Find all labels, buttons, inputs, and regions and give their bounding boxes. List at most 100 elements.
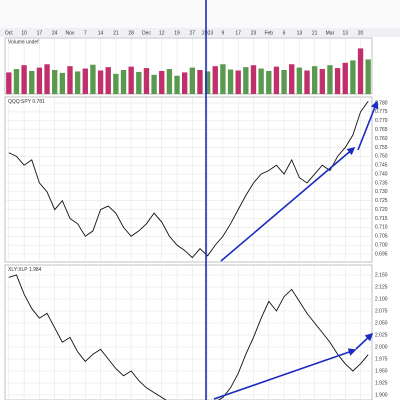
title-box [6, 266, 52, 273]
volume-bar [90, 64, 96, 94]
x-tick-label: Mar [326, 30, 335, 36]
volume-bar [136, 71, 142, 94]
x-tick-label: 19 [174, 30, 180, 36]
volume-bar [189, 67, 195, 94]
volume-bar [220, 64, 226, 94]
x-tick-label: Nov [66, 30, 75, 36]
layer: Oct 10 17 24 Nov 7 14 21 28 Dec 12 19 27 2023 9 17 23 Feb… [5, 30, 388, 400]
volume-bar [250, 65, 257, 94]
volume-bar [44, 64, 50, 94]
y-tick-label: 2.050 [375, 320, 388, 326]
volume-bar [174, 75, 180, 94]
x-tick-label: Feb [264, 30, 273, 36]
ratio-frame [4, 264, 373, 400]
panel-title: XLY:XLP 1.984 [8, 267, 42, 273]
volume-bar [52, 70, 58, 94]
x-tick-label: 12 [159, 30, 165, 36]
title-box [6, 98, 52, 105]
x-tick-label: 17 [235, 30, 241, 36]
y-tick-label: 0.700 [375, 242, 388, 248]
volume-bar [67, 66, 73, 94]
volume-bar [319, 69, 325, 94]
y-tick-label: 2.025 [375, 332, 388, 338]
volume-bar [105, 67, 111, 94]
trend-arrow [220, 146, 356, 262]
y-tick-label: 1.900 [375, 392, 388, 398]
volume-bar [350, 60, 356, 94]
x-tick-label: 9 [222, 30, 225, 36]
y-tick-label: 0.750 [375, 154, 388, 160]
volume-bar [182, 72, 188, 94]
y-tick-label: 1.975 [375, 356, 388, 362]
volume-bar [59, 72, 66, 94]
volume-bar [311, 66, 318, 94]
y-tick-label: 2.100 [375, 296, 388, 302]
volume-bar [273, 66, 280, 94]
ratio-frame [4, 96, 373, 263]
y-tick-label: 0.755 [375, 145, 388, 151]
volume-bar [266, 70, 272, 94]
volume-bar [21, 65, 27, 94]
panel-title: Volume undef [8, 39, 39, 45]
x-tick-label: 13 [297, 30, 303, 36]
trend-arrow [213, 348, 357, 400]
volume-bar [36, 67, 43, 94]
y-tick-label: 0.730 [375, 189, 388, 195]
y-tick-label: 0.705 [375, 234, 388, 240]
volume-bar [357, 48, 364, 94]
volume-bar [74, 71, 81, 94]
volume-bar [82, 68, 88, 94]
volume-bar [97, 70, 104, 94]
volume-bar [334, 68, 341, 94]
x-tick-label: 21 [312, 30, 318, 36]
volume-bar [143, 68, 150, 94]
date-axis [0, 28, 400, 37]
y-tick-label: 1.950 [375, 368, 388, 374]
volume-bar [204, 71, 211, 94]
y-tick-label: 0.745 [375, 163, 388, 169]
x-tick-label: 13 [342, 30, 348, 36]
x-tick-label: 6 [283, 30, 286, 36]
volume-bar [159, 70, 165, 94]
x-tick-label: 14 [98, 30, 104, 36]
volume-bar [120, 70, 127, 94]
volume-bar [296, 67, 303, 94]
volume-bar [304, 70, 310, 94]
volume-bar [243, 67, 249, 94]
y-tick-label: 2.000 [375, 344, 388, 350]
volume-bar [166, 69, 173, 94]
volume-bar [227, 69, 234, 94]
x-tick-label: Oct [5, 30, 13, 36]
volume-bar [128, 66, 134, 94]
y-tick-label: 2.075 [375, 308, 388, 314]
x-tick-label: Dec [142, 30, 151, 36]
volume-bar [212, 66, 218, 94]
y-tick-label: 0.735 [375, 180, 388, 186]
volume-bar [258, 68, 264, 94]
volume-bar [342, 62, 348, 94]
y-tick-label: 2.150 [375, 272, 388, 278]
x-tick-label: 28 [128, 30, 134, 36]
volume-bar [29, 70, 35, 94]
y-tick-label: 0.740 [375, 171, 388, 177]
ratio-line [8, 274, 369, 400]
volume-bar [327, 65, 333, 94]
y-tick-label: 0.715 [375, 216, 388, 222]
panel-title: QQQ:SPY 0.781 [8, 99, 45, 105]
volume-bar [6, 72, 12, 94]
y-tick-label: 0.780 [375, 100, 388, 106]
x-tick-label: 7 [84, 30, 87, 36]
volume-bar [289, 64, 295, 94]
ratio-line [8, 100, 369, 259]
y-tick-label: 2.125 [375, 284, 388, 290]
volume-bar [197, 70, 203, 94]
y-tick-label: 0.765 [375, 127, 388, 133]
volume-bar [151, 74, 157, 94]
x-tick-label: 21 [113, 30, 119, 36]
volume-bar [235, 70, 241, 94]
x-tick-label: 27 [190, 30, 196, 36]
y-tick-label: 0.760 [375, 136, 388, 142]
y-tick-label: 0.770 [375, 118, 388, 124]
x-tick-label: 10 [21, 30, 27, 36]
trend-arrow [355, 332, 374, 350]
